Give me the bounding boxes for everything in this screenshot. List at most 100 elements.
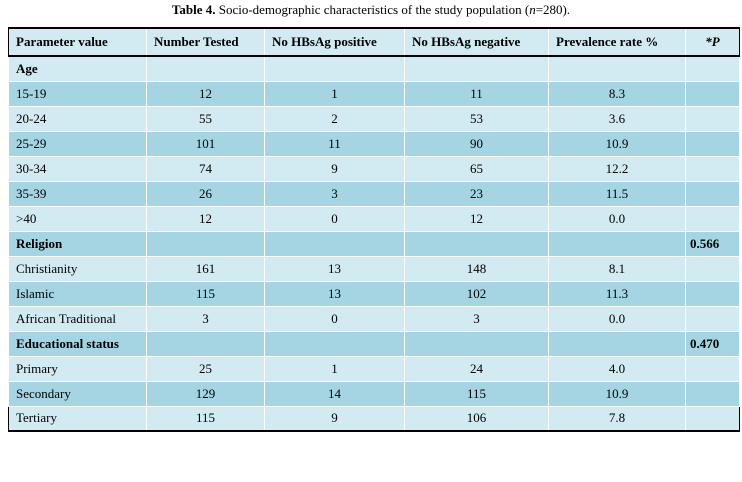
table-cell: 1	[264, 80, 405, 107]
table-cell: 26	[146, 180, 265, 207]
table-caption-label: Table 4.	[171, 2, 216, 17]
table-cell	[685, 205, 740, 232]
table-cell: 12	[404, 205, 549, 232]
empty-cell	[404, 230, 549, 257]
table-cell	[685, 80, 740, 107]
table-cell: 14	[264, 380, 405, 407]
table-cell: 11.3	[548, 280, 686, 307]
table-cell	[685, 280, 740, 307]
table-row: African Traditional 3 0 3 0.0	[8, 305, 740, 332]
column-header: Parameter value	[8, 27, 147, 57]
row-label: Primary	[8, 355, 147, 382]
row-label: African Traditional	[8, 305, 147, 332]
table-cell: 161	[146, 255, 265, 282]
table-cell: 3.6	[548, 105, 686, 132]
empty-cell	[146, 230, 265, 257]
table-cell	[685, 405, 740, 432]
column-header: Number Tested	[146, 27, 265, 57]
column-header: No HBsAg negative	[404, 27, 549, 57]
table-cell: 10.9	[548, 380, 686, 407]
empty-cell	[404, 55, 549, 82]
column-header: Prevalence rate %	[548, 27, 686, 57]
table-cell: 74	[146, 155, 265, 182]
p-value-cell: 0.566	[685, 230, 740, 257]
table-cell: 3	[264, 180, 405, 207]
data-table: Parameter value Number Tested No HBsAg p…	[8, 27, 740, 432]
table-cell: 148	[404, 255, 549, 282]
table-caption: Table 4. Socio-demographic characteristi…	[0, 2, 742, 18]
table-cell	[685, 155, 740, 182]
table-cell: 115	[404, 380, 549, 407]
table-cell: 7.8	[548, 405, 686, 432]
table-cell: 106	[404, 405, 549, 432]
table-cell	[685, 380, 740, 407]
column-header: No HBsAg positive	[264, 27, 405, 57]
table-cell	[685, 130, 740, 157]
table-cell: 55	[146, 105, 265, 132]
table-cell: 24	[404, 355, 549, 382]
table-row: Secondary 129 14 115 10.9	[8, 380, 740, 407]
row-label: Islamic	[8, 280, 147, 307]
empty-cell	[548, 230, 686, 257]
table-row: Primary 25 1 24 4.0	[8, 355, 740, 382]
table-cell: 1	[264, 355, 405, 382]
table-cell: 65	[404, 155, 549, 182]
section-label: Educational status	[8, 330, 147, 357]
table-caption-n-symbol: n	[529, 2, 536, 17]
table-cell	[685, 255, 740, 282]
section-label: Religion	[8, 230, 147, 257]
table-cell: 3	[146, 305, 265, 332]
empty-cell	[264, 330, 405, 357]
table-cell: 4.0	[548, 355, 686, 382]
row-label: 30-34	[8, 155, 147, 182]
section-row: Educational status 0.470	[8, 330, 740, 357]
table-cell: 10.9	[548, 130, 686, 157]
table-cell: 0	[264, 305, 405, 332]
p-value-cell	[685, 55, 740, 82]
table-row: 20-24 55 2 53 3.6	[8, 105, 740, 132]
table-cell: 11	[404, 80, 549, 107]
table-row: Tertiary 115 9 106 7.8	[8, 405, 740, 432]
row-label: 25-29	[8, 130, 147, 157]
empty-cell	[404, 330, 549, 357]
table-cell: 9	[264, 155, 405, 182]
table-caption-count: =280).	[535, 2, 571, 17]
table-cell: 12	[146, 80, 265, 107]
row-label: 35-39	[8, 180, 147, 207]
table-body: Parameter value Number Tested No HBsAg p…	[8, 27, 740, 432]
table-cell: 90	[404, 130, 549, 157]
row-label: Christianity	[8, 255, 147, 282]
table-cell: 115	[146, 280, 265, 307]
table-cell: 129	[146, 380, 265, 407]
table-cell: 25	[146, 355, 265, 382]
table-row: Islamic 115 13 102 11.3	[8, 280, 740, 307]
table-cell: 53	[404, 105, 549, 132]
table-cell	[685, 180, 740, 207]
table-cell: 8.1	[548, 255, 686, 282]
empty-cell	[548, 330, 686, 357]
table-cell: 8.3	[548, 80, 686, 107]
p-value-cell: 0.470	[685, 330, 740, 357]
section-row: Religion 0.566	[8, 230, 740, 257]
table-row: 35-39 26 3 23 11.5	[8, 180, 740, 207]
table-cell: 102	[404, 280, 549, 307]
table-row: 30-34 74 9 65 12.2	[8, 155, 740, 182]
table-cell	[685, 105, 740, 132]
table-cell: 2	[264, 105, 405, 132]
table-cell: 0.0	[548, 205, 686, 232]
table-row: 15-19 12 1 11 8.3	[8, 80, 740, 107]
table-cell: 3	[404, 305, 549, 332]
row-label: Tertiary	[8, 405, 147, 432]
row-label: 15-19	[8, 80, 147, 107]
empty-cell	[146, 55, 265, 82]
table-cell	[685, 305, 740, 332]
table-cell: 13	[264, 280, 405, 307]
column-header-p-value: *P	[685, 27, 740, 57]
table-cell: 0	[264, 205, 405, 232]
row-label: 20-24	[8, 105, 147, 132]
table-row: 25-29 101 11 90 10.9	[8, 130, 740, 157]
table-cell: 0.0	[548, 305, 686, 332]
empty-cell	[264, 230, 405, 257]
table-cell: 11.5	[548, 180, 686, 207]
table-cell: 12	[146, 205, 265, 232]
